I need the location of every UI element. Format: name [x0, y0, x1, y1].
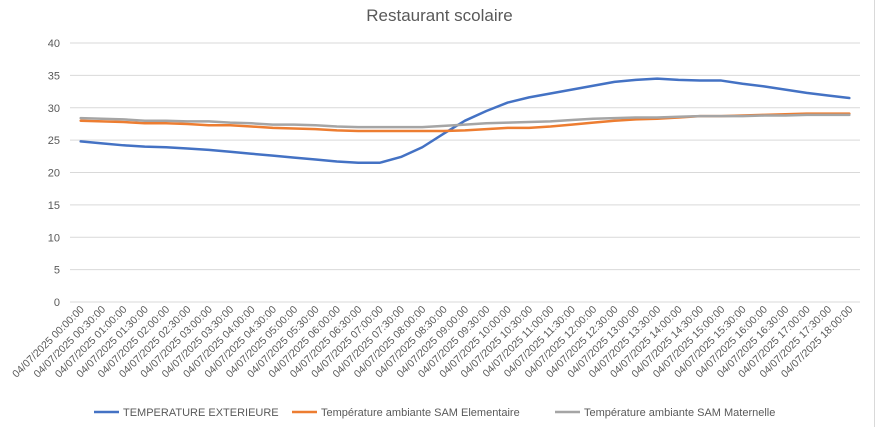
series-line-3: [79, 113, 851, 129]
legend-label: Température ambiante SAM Elementaire: [321, 407, 520, 419]
y-tick-label: 40: [48, 38, 60, 50]
y-tick-label: 35: [48, 70, 60, 82]
legend-label: Température ambiante SAM Maternelle: [584, 407, 775, 419]
chart-title: Restaurant scolaire: [366, 6, 513, 25]
gridlines: [70, 42, 860, 303]
y-tick-label: 20: [48, 168, 60, 180]
series-lines: [79, 77, 851, 165]
legend: TEMPERATURE EXTERIEURE Température ambian…: [94, 407, 775, 419]
y-tick-label: 0: [54, 297, 60, 309]
y-axis-tick-labels: 0 5 10 15 20 25 30 35 40: [48, 38, 60, 309]
series-line-1: [79, 77, 851, 165]
y-tick-label: 10: [48, 232, 60, 244]
y-tick-label: 25: [48, 135, 60, 147]
window-edge-divider: [874, 0, 875, 427]
y-tick-label: 5: [54, 265, 60, 277]
y-tick-label: 30: [48, 103, 60, 115]
y-tick-label: 15: [48, 200, 60, 212]
legend-label: TEMPERATURE EXTERIEURE: [123, 407, 279, 419]
